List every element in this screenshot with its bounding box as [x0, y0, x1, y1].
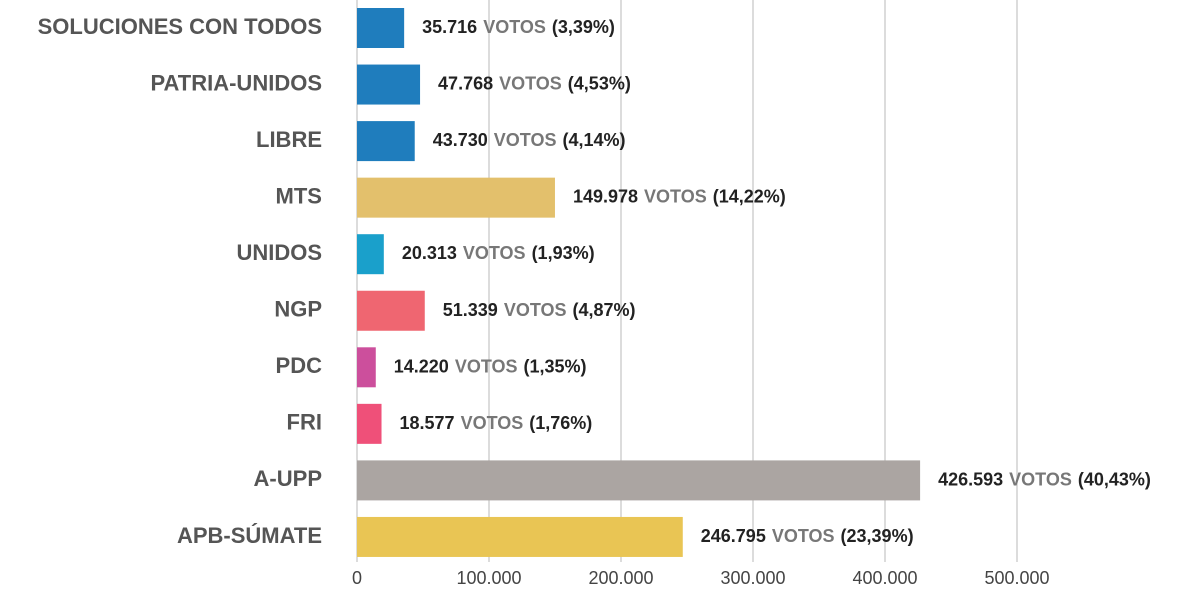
unit-label: VOTOS: [455, 356, 518, 376]
bar: [357, 516, 683, 557]
value-number: 18.577: [400, 413, 455, 433]
bar: [357, 8, 405, 48]
unit-label: VOTOS: [772, 526, 835, 546]
value-label: 35.716 VOTOS (3,39%): [422, 17, 615, 37]
percent-label: (4,87%): [573, 300, 636, 320]
value-label: 18.577 VOTOS (1,76%): [400, 413, 593, 433]
x-tick-label: 200.000: [588, 568, 653, 588]
bar: [357, 177, 555, 218]
value-number: 426.593: [938, 469, 1003, 489]
percent-label: (1,93%): [532, 243, 595, 263]
value-label: 43.730 VOTOS (4,14%): [433, 130, 626, 150]
value-label: 149.978 VOTOS (14,22%): [573, 186, 786, 206]
percent-label: (1,76%): [529, 413, 592, 433]
y-tick-label: FRI: [287, 410, 322, 435]
x-tick-label: 500.000: [984, 568, 1049, 588]
value-label: 47.768 VOTOS (4,53%): [438, 73, 631, 93]
y-tick-label: PATRIA-UNIDOS: [150, 70, 322, 95]
y-tick-label: SOLUCIONES CON TODOS: [38, 14, 322, 39]
percent-label: (3,39%): [552, 17, 615, 37]
value-label: 20.313 VOTOS (1,93%): [402, 243, 595, 263]
y-tick-label: A-UPP: [254, 466, 322, 491]
y-tick-label: UNIDOS: [236, 240, 322, 265]
value-number: 246.795: [701, 526, 766, 546]
unit-label: VOTOS: [483, 17, 546, 37]
x-tick-label: 100.000: [456, 568, 521, 588]
unit-label: VOTOS: [644, 186, 707, 206]
bar: [357, 64, 421, 105]
x-tick-label: 0: [352, 568, 362, 588]
unit-label: VOTOS: [499, 73, 562, 93]
percent-label: (4,14%): [562, 130, 625, 150]
value-number: 20.313: [402, 243, 457, 263]
bar: [357, 403, 382, 444]
unit-label: VOTOS: [463, 243, 526, 263]
y-tick-label: LIBRE: [256, 127, 322, 152]
value-number: 47.768: [438, 73, 493, 93]
x-tick-label: 300.000: [720, 568, 785, 588]
value-label: 426.593 VOTOS (40,43%): [938, 469, 1151, 489]
bar: [357, 460, 921, 501]
value-number: 35.716: [422, 17, 477, 37]
y-tick-label: APB-SÚMATE: [177, 523, 322, 548]
percent-label: (1,35%): [524, 356, 587, 376]
value-label: 14.220 VOTOS (1,35%): [394, 356, 587, 376]
bar: [357, 121, 415, 162]
value-number: 51.339: [443, 300, 498, 320]
x-tick-label: 400.000: [852, 568, 917, 588]
percent-label: (14,22%): [713, 186, 786, 206]
percent-label: (40,43%): [1078, 469, 1151, 489]
bar: [357, 290, 425, 331]
value-number: 149.978: [573, 186, 638, 206]
value-number: 14.220: [394, 356, 449, 376]
y-tick-label: MTS: [276, 183, 322, 208]
value-label: 246.795 VOTOS (23,39%): [701, 526, 914, 546]
unit-label: VOTOS: [1009, 469, 1072, 489]
y-tick-label: PDC: [276, 353, 323, 378]
y-tick-label: NGP: [274, 297, 322, 322]
value-label: 51.339 VOTOS (4,87%): [443, 300, 636, 320]
unit-label: VOTOS: [461, 413, 524, 433]
unit-label: VOTOS: [494, 130, 557, 150]
unit-label: VOTOS: [504, 300, 567, 320]
bar: [357, 347, 376, 388]
percent-label: (4,53%): [568, 73, 631, 93]
value-number: 43.730: [433, 130, 488, 150]
bar: [357, 234, 384, 275]
percent-label: (23,39%): [841, 526, 914, 546]
